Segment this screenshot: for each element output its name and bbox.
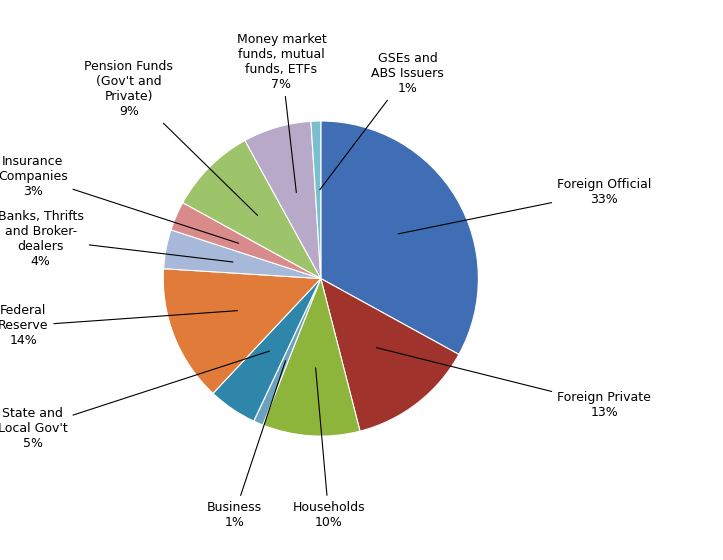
Wedge shape [254,278,321,425]
Text: Foreign Private
13%: Foreign Private 13% [377,348,651,418]
Text: Households
10%: Households 10% [292,368,365,529]
Text: Banks, Thrifts
and Broker-
dealers
4%: Banks, Thrifts and Broker- dealers 4% [0,210,233,268]
Text: Federal
Reserve
14%: Federal Reserve 14% [0,304,237,347]
Text: Insurance
Companies
3%: Insurance Companies 3% [0,155,239,243]
Wedge shape [163,230,321,278]
Wedge shape [321,121,479,354]
Wedge shape [213,278,321,421]
Text: Business
1%: Business 1% [207,361,286,529]
Text: Foreign Official
33%: Foreign Official 33% [398,178,651,234]
Wedge shape [171,203,321,278]
Wedge shape [321,278,459,431]
Text: State and
Local Gov't
5%: State and Local Gov't 5% [0,351,270,450]
Text: Pension Funds
(Gov't and
Private)
9%: Pension Funds (Gov't and Private) 9% [85,60,257,216]
Text: GSEs and
ABS Issuers
1%: GSEs and ABS Issuers 1% [320,52,444,190]
Wedge shape [245,122,321,278]
Wedge shape [163,269,321,393]
Text: Money market
funds, mutual
funds, ETFs
7%: Money market funds, mutual funds, ETFs 7… [236,33,326,193]
Wedge shape [183,141,321,278]
Wedge shape [311,121,321,278]
Wedge shape [263,278,360,436]
